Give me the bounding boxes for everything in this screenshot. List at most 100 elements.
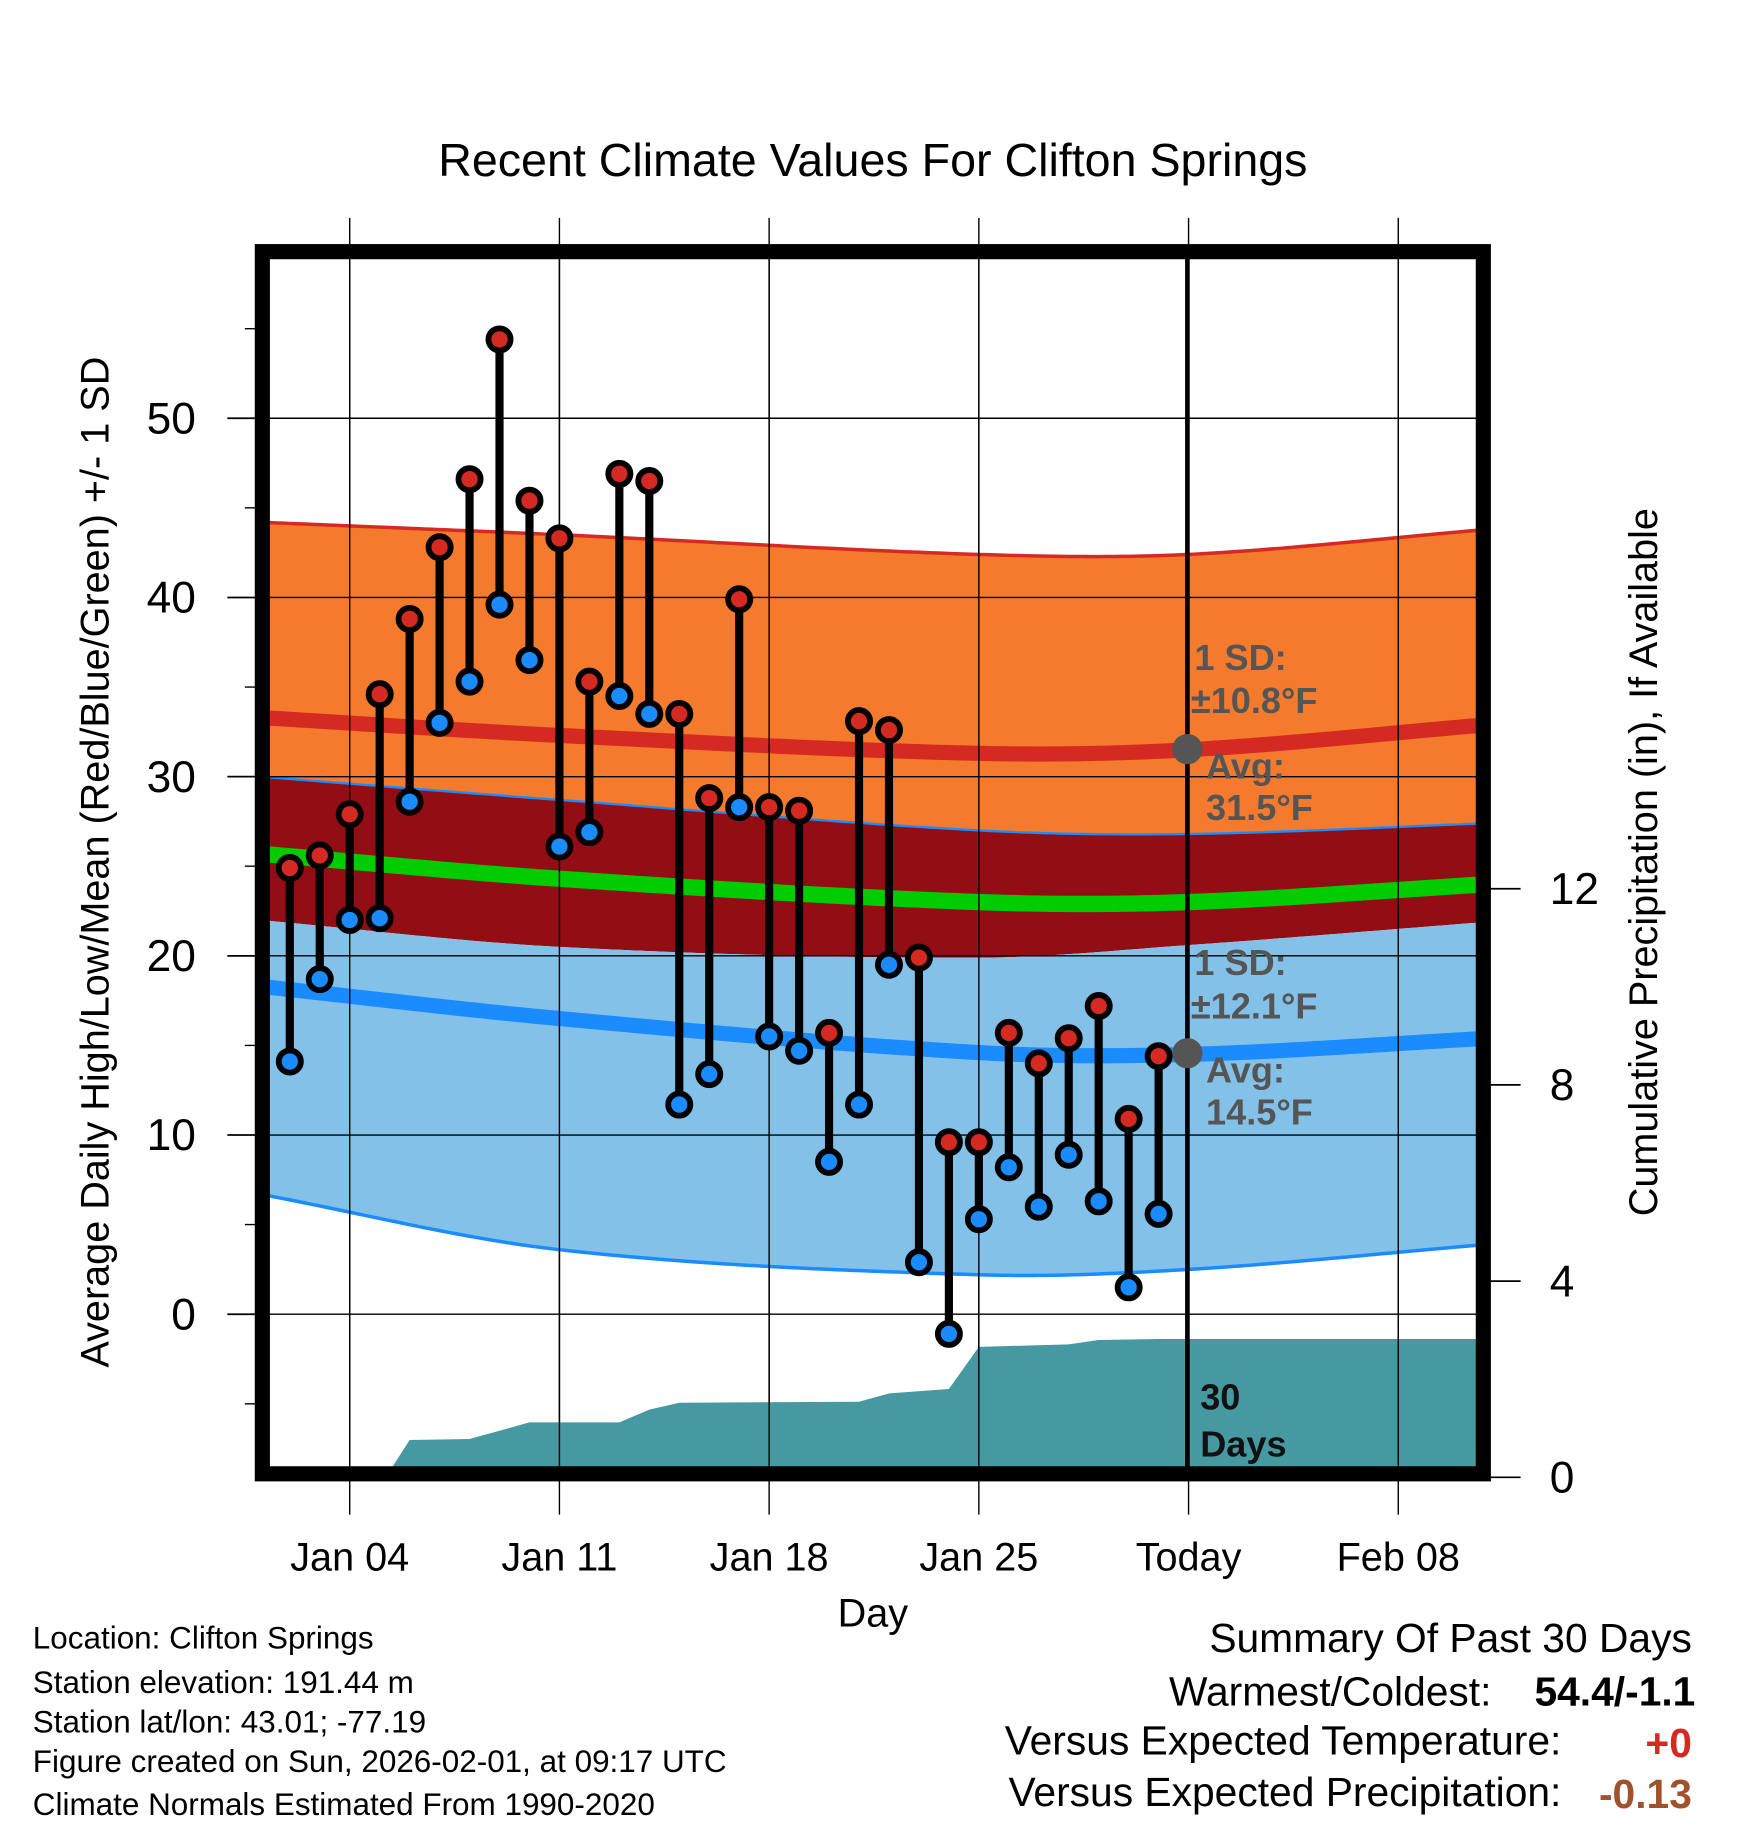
daily-high-point — [785, 796, 814, 825]
daily-high-point — [365, 680, 394, 709]
footer-latlon: Station lat/lon: 43.01; -77.19 — [33, 1704, 426, 1739]
x-tick-label: Jan 11 — [501, 1536, 617, 1580]
x-tick-label: Jan 25 — [919, 1536, 1038, 1580]
daily-high-point — [874, 716, 903, 745]
footer-elevation: Station elevation: 191.44 m — [33, 1665, 414, 1700]
low-sd-band — [269, 920, 1477, 1276]
y2-tick-label: 8 — [1550, 1061, 1575, 1110]
daily-high-point — [1084, 992, 1113, 1020]
daily-low-point — [695, 1060, 724, 1089]
daily-high-point — [1054, 1024, 1083, 1053]
daily-high-point — [904, 943, 933, 972]
high-avg-line — [269, 710, 1477, 762]
low-avg-label: Avg: — [1206, 1049, 1285, 1090]
footer-created: Figure created on Sun, 2026-02-01, at 09… — [33, 1744, 727, 1779]
high-avg-marker — [1172, 733, 1203, 765]
daily-high-point — [845, 707, 873, 736]
low-avg-line — [269, 979, 1477, 1064]
temp-vs-expected-label: Versus Expected Temperature: — [1005, 1718, 1562, 1764]
y-tick-label: 10 — [147, 1111, 196, 1160]
daily-high-point — [934, 1128, 963, 1157]
high-avg-value: 31.5°F — [1206, 787, 1313, 828]
daily-low-point — [785, 1036, 814, 1065]
low-minus-sd-line — [269, 1194, 1477, 1278]
high-plus-sd-line — [269, 520, 1477, 559]
daily-high-point — [994, 1018, 1023, 1047]
daily-high-point — [605, 459, 634, 488]
summary: Summary Of Past 30 Days Warmest/Coldest:… — [1005, 1615, 1696, 1817]
daily-high-point — [725, 585, 754, 614]
y-tick-label: 30 — [147, 753, 196, 802]
daily-low-point — [755, 1022, 784, 1051]
y-tick-label: 20 — [147, 932, 196, 981]
daily-high-point — [305, 841, 334, 870]
daily-high-point — [1114, 1104, 1143, 1133]
daily-low-point — [845, 1090, 873, 1119]
daily-low-point — [964, 1205, 993, 1234]
mid-band — [269, 777, 1477, 958]
daily-high-point — [335, 800, 364, 829]
daily-marks — [275, 325, 1173, 1348]
y-axis-label: Average Daily High/Low/Mean (Red/Blue/Gr… — [74, 357, 118, 1368]
high-sd-label: 1 SD: — [1194, 637, 1286, 678]
daily-high-point — [1024, 1049, 1053, 1078]
daily-high-point — [515, 486, 544, 515]
low-avg-marker — [1172, 1038, 1203, 1069]
precip-area — [385, 1338, 1477, 1467]
daily-low-point — [395, 787, 424, 816]
y2-tick-label: 0 — [1550, 1453, 1575, 1502]
y-tick-label: 50 — [147, 394, 196, 443]
high-minus-sd-line — [269, 776, 1477, 836]
daily-high-point — [275, 854, 304, 883]
chart-title: Recent Climate Values For Clifton Spring… — [438, 134, 1307, 186]
x-tick-label: Jan 04 — [290, 1536, 409, 1580]
mean-line — [269, 846, 1477, 913]
y2-tick-label: 12 — [1550, 865, 1599, 914]
daily-high-point — [485, 325, 514, 354]
y2-axis-label: Cumulative Precipitation (in), If Availa… — [1622, 508, 1666, 1216]
daily-low-point — [455, 667, 484, 696]
y2-tick-label: 4 — [1550, 1257, 1575, 1306]
daily-low-point — [305, 965, 334, 994]
daily-low-point — [1024, 1192, 1053, 1221]
daily-low-point — [515, 646, 544, 675]
daily-low-point — [275, 1047, 304, 1076]
high-avg-label: Avg: — [1206, 745, 1285, 786]
daily-low-point — [335, 906, 364, 934]
daily-low-point — [485, 590, 514, 619]
x-tick-label: Today — [1136, 1536, 1242, 1580]
daily-low-point — [1114, 1273, 1143, 1302]
daily-low-point — [1084, 1187, 1113, 1216]
footer-info: Location: Clifton Springs Station elevat… — [33, 1621, 727, 1823]
daily-high-point — [635, 466, 664, 495]
annotations: 1 SD: ±10.8°F Avg: 31.5°F 1 SD: ±12.1°F … — [1172, 637, 1318, 1464]
axis-ticks: Jan 04 Jan 11 Jan 18 Jan 25 Today Feb 08 0 10 20… — [147, 327, 1599, 1580]
daily-high-point — [665, 699, 694, 728]
daily-high-point — [964, 1128, 993, 1157]
daily-high-point — [575, 667, 604, 696]
daily-high-point — [1144, 1042, 1173, 1071]
daily-high-point — [545, 524, 574, 553]
daily-low-point — [425, 708, 454, 737]
y-tick-label: 0 — [171, 1290, 196, 1339]
warmest-coldest-value: 54.4/-1.1 — [1534, 1669, 1695, 1715]
days-number: 30 — [1200, 1377, 1240, 1418]
temp-vs-expected-value: +0 — [1645, 1720, 1691, 1766]
plot-frame — [254, 244, 1491, 1482]
x-axis-label: Day — [838, 1591, 909, 1635]
low-sd-label: 1 SD: — [1194, 942, 1286, 983]
footer-location: Location: Clifton Springs — [33, 1621, 374, 1656]
daily-low-point — [365, 904, 394, 933]
daily-low-point — [1144, 1199, 1173, 1228]
daily-high-point — [815, 1018, 844, 1047]
daily-high-point — [695, 784, 724, 813]
precip-vs-expected-label: Versus Expected Precipitation: — [1008, 1769, 1561, 1815]
low-sd-value: ±12.1°F — [1191, 985, 1318, 1026]
daily-low-point — [605, 682, 634, 710]
daily-low-point — [994, 1153, 1023, 1182]
daily-low-point — [874, 950, 903, 979]
daily-low-point — [665, 1090, 694, 1119]
daily-high-point — [395, 604, 424, 633]
high-sd-value: ±10.8°F — [1191, 680, 1318, 721]
normals-bands — [269, 520, 1477, 1278]
